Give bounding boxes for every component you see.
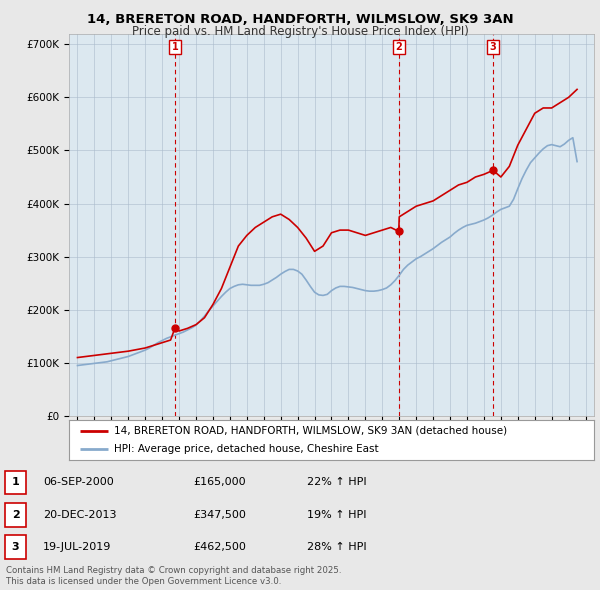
Text: £462,500: £462,500 xyxy=(193,542,246,552)
Text: 06-SEP-2000: 06-SEP-2000 xyxy=(43,477,114,487)
Text: Contains HM Land Registry data © Crown copyright and database right 2025.
This d: Contains HM Land Registry data © Crown c… xyxy=(6,566,341,586)
Text: 20-DEC-2013: 20-DEC-2013 xyxy=(43,510,116,520)
Text: £165,000: £165,000 xyxy=(193,477,246,487)
Text: Price paid vs. HM Land Registry's House Price Index (HPI): Price paid vs. HM Land Registry's House … xyxy=(131,25,469,38)
Text: £347,500: £347,500 xyxy=(193,510,246,520)
Text: 14, BRERETON ROAD, HANDFORTH, WILMSLOW, SK9 3AN (detached house): 14, BRERETON ROAD, HANDFORTH, WILMSLOW, … xyxy=(113,426,507,436)
Text: HPI: Average price, detached house, Cheshire East: HPI: Average price, detached house, Ches… xyxy=(113,444,378,454)
Text: 2: 2 xyxy=(395,42,402,52)
Text: 2: 2 xyxy=(12,510,19,520)
Text: 22% ↑ HPI: 22% ↑ HPI xyxy=(307,477,367,487)
Text: 3: 3 xyxy=(12,542,19,552)
Text: 3: 3 xyxy=(490,42,496,52)
Text: 14, BRERETON ROAD, HANDFORTH, WILMSLOW, SK9 3AN: 14, BRERETON ROAD, HANDFORTH, WILMSLOW, … xyxy=(86,13,514,26)
Text: 1: 1 xyxy=(172,42,178,52)
Text: 28% ↑ HPI: 28% ↑ HPI xyxy=(307,542,367,552)
Text: 19% ↑ HPI: 19% ↑ HPI xyxy=(307,510,367,520)
Text: 19-JUL-2019: 19-JUL-2019 xyxy=(43,542,112,552)
Text: 1: 1 xyxy=(12,477,19,487)
